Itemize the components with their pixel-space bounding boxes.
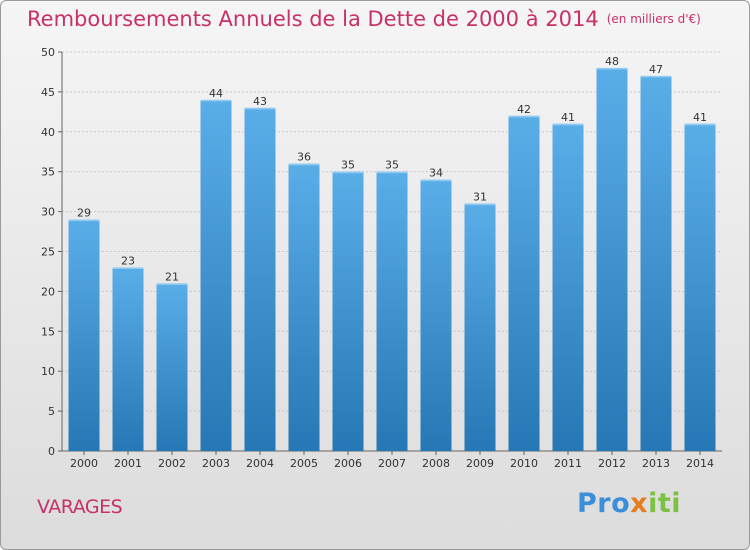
data-label: 44 (209, 87, 223, 100)
x-tick-label: 2001 (114, 457, 142, 470)
y-tick-label: 25 (41, 246, 55, 259)
x-tick-label: 2008 (422, 457, 450, 470)
bar-highlight (332, 171, 364, 174)
bar (376, 171, 408, 451)
chart-title: Remboursements Annuels de la Dette de 20… (27, 7, 701, 31)
data-label: 42 (517, 103, 531, 116)
bar (68, 219, 100, 451)
x-tick-label: 2012 (598, 457, 626, 470)
brand-part-3: iti (648, 488, 681, 519)
data-label: 48 (605, 55, 619, 68)
x-tick-label: 2009 (466, 457, 494, 470)
data-label: 35 (341, 159, 355, 172)
chart-unit: (en milliers d'€) (606, 12, 701, 26)
y-tick-label: 15 (41, 325, 55, 338)
y-tick-labels: 0 5 10 15 20 25 30 35 40 45 50 (41, 46, 55, 458)
x-tick-label: 2013 (642, 457, 670, 470)
data-label: 41 (693, 111, 707, 124)
data-label: 36 (297, 151, 311, 164)
bar-highlight (112, 267, 144, 269)
bar (244, 107, 276, 452)
bars (68, 67, 716, 452)
x-tick-label: 2004 (246, 457, 274, 470)
x-tick-label: 2003 (202, 457, 230, 470)
chart-title-text: Remboursements Annuels de la Dette de 20… (27, 7, 599, 31)
y-tick-label: 20 (41, 285, 55, 298)
y-tick-label: 10 (41, 365, 55, 378)
bar-highlight (288, 163, 320, 166)
data-label: 31 (473, 191, 487, 204)
data-label: 47 (649, 63, 663, 76)
x-tick-labels: 2000 2001 2002 2003 2004 2005 2006 2007 2008 2009… (70, 451, 714, 470)
bar (508, 115, 540, 451)
location-label: VARAGES (37, 496, 123, 518)
bar (112, 267, 144, 451)
bar (552, 123, 584, 451)
x-tick-label: 2005 (290, 457, 318, 470)
data-label: 34 (429, 167, 443, 180)
brand-part-1: Pro (577, 488, 631, 519)
bar (420, 179, 452, 451)
bar (156, 283, 188, 451)
bar-highlight (640, 75, 672, 78)
bar-highlight (552, 123, 584, 126)
x-tick-label: 2011 (554, 457, 582, 470)
y-tick-label: 5 (48, 405, 55, 418)
y-tick-label: 50 (41, 46, 55, 59)
x-tick-label: 2010 (510, 457, 538, 470)
data-label: 43 (253, 95, 267, 108)
data-label: 23 (121, 254, 135, 267)
y-tick-label: 30 (41, 206, 55, 219)
bar-highlight (156, 283, 188, 285)
bar-highlight (684, 123, 716, 126)
y-tick-label: 35 (41, 166, 55, 179)
bar (640, 75, 672, 451)
x-tick-label: 2014 (686, 457, 714, 470)
x-tick-label: 2000 (70, 457, 98, 470)
x-tick-label: 2002 (158, 457, 186, 470)
bar-highlight (376, 171, 408, 174)
bar-highlight (420, 179, 452, 182)
bar-highlight (200, 99, 232, 102)
bar-highlight (244, 107, 276, 110)
brand-part-2: x (630, 488, 649, 519)
data-label: 41 (561, 111, 575, 124)
bar (464, 203, 496, 451)
bar (288, 163, 320, 451)
bar-highlight (464, 203, 496, 206)
brand-logo: Proxiti (577, 488, 681, 519)
bar-highlight (508, 115, 540, 118)
y-tick-label: 0 (48, 445, 55, 458)
data-label: 21 (165, 270, 179, 283)
x-tick-label: 2007 (378, 457, 406, 470)
data-label: 29 (77, 207, 91, 220)
y-tick-label: 40 (41, 126, 55, 139)
bar-highlight (596, 67, 628, 70)
data-label: 35 (385, 159, 399, 172)
bar (332, 171, 364, 451)
data-labels: 29 23 21 44 43 36 35 35 34 31 42 41 48 47 41 (77, 55, 707, 283)
bar (596, 67, 628, 452)
bar (684, 123, 716, 451)
bar (200, 99, 232, 451)
x-tick-label: 2006 (334, 457, 362, 470)
bar-highlight (68, 219, 100, 222)
y-tick-label: 45 (41, 86, 55, 99)
